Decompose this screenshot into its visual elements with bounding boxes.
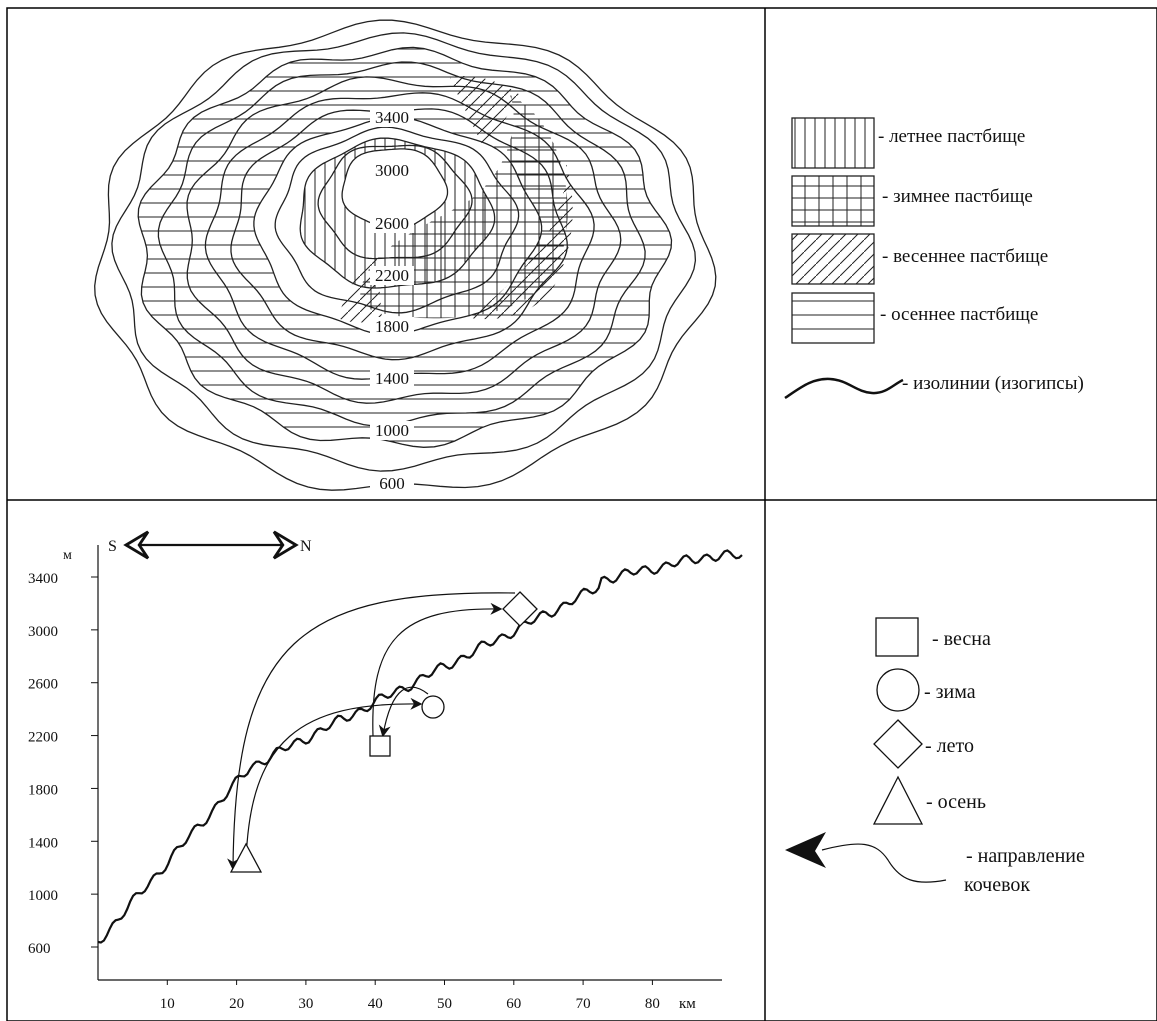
x-tick-label: 30 (298, 996, 313, 1012)
x-axis-unit: км (679, 996, 696, 1012)
contour-label: 3400 (375, 108, 409, 127)
legend-label-winter-season: - зима (924, 681, 976, 703)
contour-label: 1400 (375, 369, 409, 388)
x-tick-label: 70 (576, 996, 591, 1012)
contour-label: 3000 (375, 161, 409, 180)
migration-arrow-icon (785, 832, 826, 868)
y-tick-label: 600 (28, 941, 51, 957)
x-tick-label: 80 (645, 996, 660, 1012)
map-legend: - летнее пастбище - зимнее пастбище - ве… (784, 117, 1084, 400)
legend-swatch-vertical (791, 117, 875, 169)
migration-arrow-summer-to-autumn (227, 592, 516, 871)
legend-isolines: - изолинии (изогипсы) (784, 373, 1084, 400)
legend-label-nomadic: кочевок (964, 874, 1030, 896)
winter-circle-icon (421, 695, 445, 719)
x-tick-label: 60 (506, 996, 521, 1012)
direction-indicator: S N (108, 530, 312, 560)
migration-arrow-winter-to-spring (378, 686, 429, 738)
y-tick-label: 3000 (28, 624, 58, 640)
season-markers (229, 591, 538, 873)
legend-winter-pasture: - зимнее пастбище (791, 175, 1033, 227)
contour-line (94, 19, 717, 491)
y-tick-label: 1800 (28, 782, 58, 798)
migration-paths (227, 592, 516, 871)
x-tick-label: 10 (160, 996, 175, 1012)
triangle-icon (872, 775, 924, 825)
y-tick-label: 1400 (28, 835, 58, 851)
legend-label-spring-season: - весна (932, 628, 991, 650)
contour-map: 3400 3000 2600 2200 1800 1400 1000 600 (94, 19, 717, 493)
contour-label: 600 (379, 474, 405, 493)
contour-line (299, 137, 496, 289)
isoline-sample-icon (784, 377, 904, 400)
legend-swatch-horizontal (791, 292, 875, 344)
contour-line (341, 148, 449, 231)
migration-arrow-autumn-to-winter (245, 697, 423, 863)
contour-line (157, 61, 646, 427)
summer-diamond-icon (502, 591, 538, 627)
x-tick-label: 50 (437, 996, 452, 1012)
legend-autumn-pasture: - осеннее пастбище (791, 292, 1038, 344)
legend-summer: - лето (873, 719, 974, 769)
contour-label: 2600 (375, 214, 409, 233)
autumn-triangle-icon (229, 842, 263, 873)
contour-labels: 3400 3000 2600 2200 1800 1400 1000 600 (370, 108, 414, 493)
contour-label: 1800 (375, 317, 409, 336)
contour-line (274, 126, 520, 314)
legend-label-spring: - весеннее пастбище (882, 246, 1048, 267)
legend-migration-direction: - направление кочевок (785, 832, 1085, 896)
migration-wave-line (821, 843, 947, 883)
legend-label-autumn-season: - осень (926, 791, 986, 813)
contour-line (230, 108, 568, 361)
migration-arrow-spring-to-summer (372, 602, 503, 737)
y-tick-label: 2200 (28, 730, 58, 746)
contour-line (317, 144, 473, 260)
y-axis-unit: м (63, 548, 72, 563)
contour-lines (94, 19, 717, 491)
legend-swatch-grid (791, 175, 875, 227)
legend-label-winter: - зимнее пастбище (882, 186, 1033, 207)
table-grid (6, 7, 1157, 1021)
y-tick-label: 3400 (28, 571, 58, 587)
contour-line (204, 92, 595, 380)
legend-spring-pasture: - весеннее пастбище (791, 233, 1048, 285)
contour-line (253, 116, 543, 336)
legend-label-summer-season: - лето (925, 735, 974, 757)
contour-label: 1000 (375, 421, 409, 440)
legend-label-isolines: - изолинии (изогипсы) (902, 373, 1084, 394)
legend-swatch-diagonal (791, 233, 875, 285)
x-tick-label: 40 (368, 996, 383, 1012)
diamond-icon (873, 719, 923, 769)
direction-north: N (300, 538, 312, 555)
y-tick-labels: 3400 3000 2600 2200 1800 1400 1000 600 (28, 571, 98, 957)
square-icon (875, 617, 919, 657)
contour-line (137, 46, 673, 448)
legend-spring: - весна (875, 617, 991, 657)
legend-winter: - зима (876, 668, 976, 712)
contour-line (111, 32, 697, 472)
direction-south: S (108, 538, 117, 555)
spring-square-icon (369, 735, 391, 757)
legend-summer-pasture: - летнее пастбище (791, 117, 1025, 169)
legend-label-summer: - летнее пастбище (878, 126, 1025, 147)
profile-legend: - весна - зима - лето - осень - направле… (785, 617, 1085, 896)
contour-label: 2200 (375, 266, 409, 285)
x-tick-labels: 10 20 30 40 50 60 70 80 (160, 980, 660, 1012)
x-tick-label: 20 (229, 996, 244, 1012)
legend-label-direction: - направление (966, 845, 1085, 867)
terrain-profile-line (97, 549, 743, 944)
altitude-profile: м 3400 3000 2600 2200 1800 1400 1000 600 10 20 30… (28, 530, 743, 1012)
contour-line (186, 76, 622, 404)
y-tick-label: 1000 (28, 888, 58, 904)
legend-label-autumn: - осеннее пастбище (880, 304, 1038, 325)
legend-autumn: - осень (872, 775, 986, 825)
circle-icon (876, 668, 920, 712)
y-tick-label: 2600 (28, 677, 58, 693)
